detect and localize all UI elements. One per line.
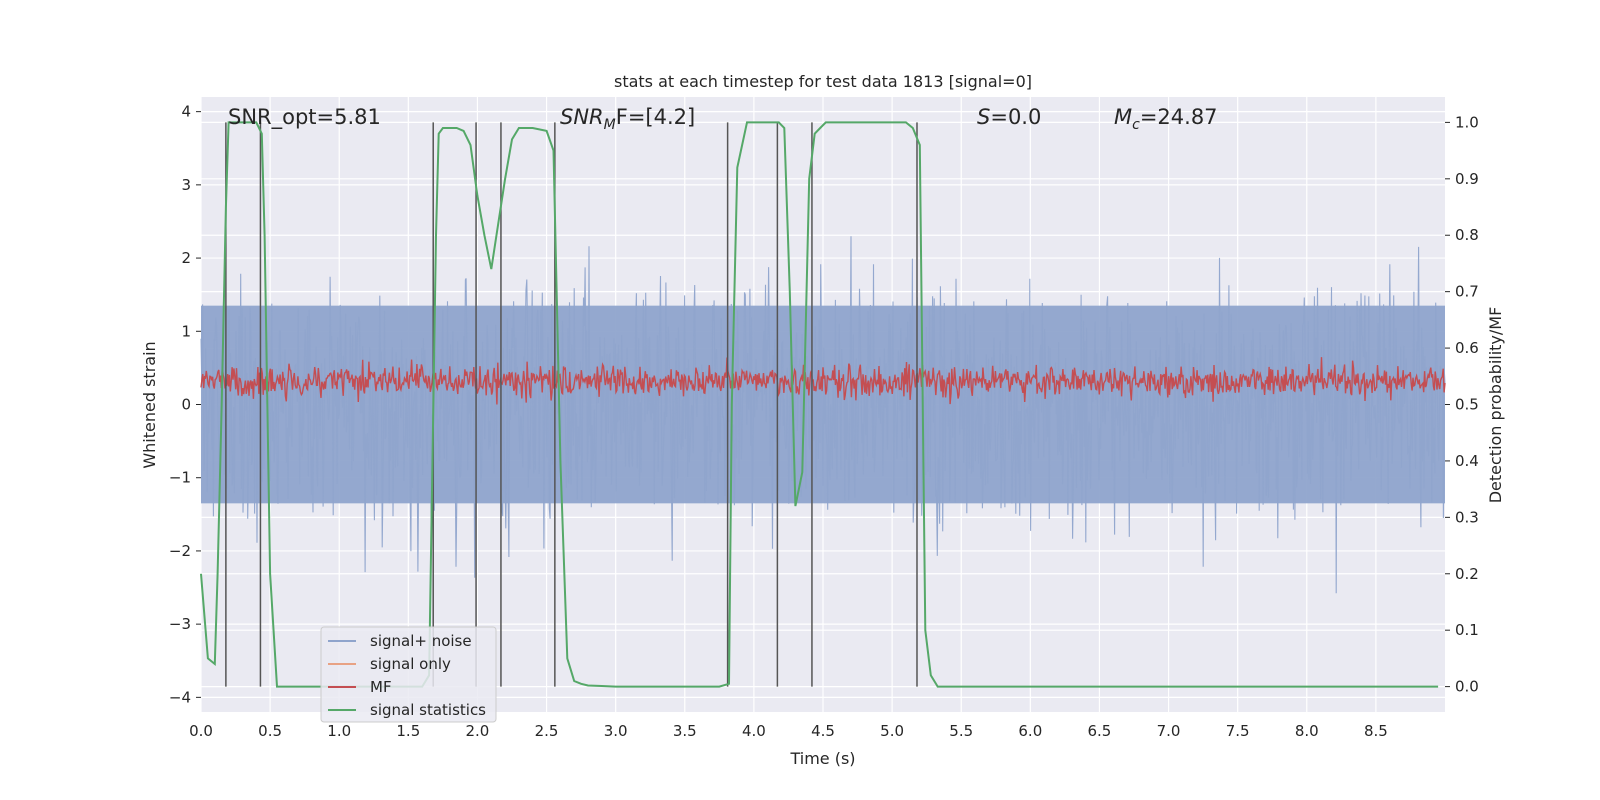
right-tick-label: 0.7 <box>1455 283 1479 301</box>
right-tick-label: 0.6 <box>1455 339 1479 357</box>
x-tick-label: 7.0 <box>1157 722 1181 740</box>
s-variable: S <box>977 105 990 129</box>
legend-label: signal statistics <box>370 701 486 719</box>
x-tick-label: 4.5 <box>811 722 835 740</box>
left-axis-label: Whitened strain <box>140 341 159 468</box>
left-tick-label: 1 <box>181 322 191 340</box>
x-tick-label: 0.5 <box>258 722 282 740</box>
x-tick-label: 7.5 <box>1226 722 1250 740</box>
signal-statistics-series <box>200 121 1439 688</box>
left-tick-label: −2 <box>169 542 191 560</box>
legend-label: signal+ noise <box>370 632 472 650</box>
mc-value: =24.87 <box>1140 105 1218 129</box>
x-tick-label: 0.0 <box>189 722 213 740</box>
x-tick-label: 2.0 <box>466 722 490 740</box>
mc-variable: M <box>1114 105 1132 129</box>
detection-markers <box>225 122 918 687</box>
legend-box <box>320 626 497 723</box>
signal-plus-noise-series <box>200 236 1446 594</box>
mc-subscript: c <box>1132 117 1140 133</box>
right-tick-label: 0.2 <box>1455 565 1479 583</box>
mf-series <box>200 357 1446 405</box>
x-tick-label: 6.5 <box>1088 722 1112 740</box>
x-tick-label: 8.0 <box>1295 722 1319 740</box>
right-tick-label: 0.5 <box>1455 396 1479 414</box>
left-tick-label: −4 <box>169 688 191 706</box>
x-tick-label: 5.5 <box>949 722 973 740</box>
mc-annotation: Mc=24.87 <box>1114 105 1218 133</box>
legend-label: MF <box>370 678 392 696</box>
right-tick-label: 0.9 <box>1455 170 1479 188</box>
legend-label: signal only <box>370 655 451 673</box>
s-annotation: S=0.0 <box>977 105 1041 129</box>
x-tick-label: 6.0 <box>1018 722 1042 740</box>
right-axis-label: Detection probability/MF <box>1486 307 1505 504</box>
left-tick-label: 0 <box>181 396 191 414</box>
x-tick-label: 8.5 <box>1364 722 1388 740</box>
signal-statistics-line <box>200 121 1439 688</box>
x-tick-label: 3.5 <box>673 722 697 740</box>
right-tick-label: 0.4 <box>1455 452 1479 470</box>
snr-mf-variable: SNR <box>560 105 604 129</box>
chart-title: stats at each timestep for test data 181… <box>614 72 1032 91</box>
left-tick-label: −1 <box>169 469 191 487</box>
x-tick-label: 2.5 <box>535 722 559 740</box>
right-tick-label: 0.0 <box>1455 678 1479 696</box>
x-tick-label: 1.0 <box>327 722 351 740</box>
snr-mf-annotation: SNRMF=[4.2] <box>560 105 695 133</box>
legend-items: signal+ noise signal only MF signal statist… <box>328 632 486 719</box>
left-axis-ticks: 4 3 2 1 0 −1 −2 −3 −4 <box>169 103 201 706</box>
right-tick-label: 0.1 <box>1455 621 1479 639</box>
right-axis-ticks: 1.0 0.9 0.8 0.7 0.6 0.5 0.4 0.3 0.2 0.1 0.0 <box>1445 113 1479 696</box>
left-tick-label: 4 <box>181 103 191 121</box>
left-tick-label: 3 <box>181 176 191 194</box>
x-tick-label: 5.0 <box>880 722 904 740</box>
mf-trace <box>200 357 1446 405</box>
x-tick-label: 1.5 <box>396 722 420 740</box>
left-tick-label: −3 <box>169 615 191 633</box>
x-axis-label: Time (s) <box>789 749 855 768</box>
x-tick-label: 3.0 <box>604 722 628 740</box>
snr-opt-annotation: SNR_opt=5.81 <box>228 105 381 130</box>
right-tick-label: 0.8 <box>1455 226 1479 244</box>
right-tick-label: 1.0 <box>1455 113 1479 131</box>
right-tick-label: 0.3 <box>1455 508 1479 526</box>
snr-mf-subscript: M <box>604 117 616 133</box>
noise-trace <box>200 236 1446 594</box>
snr-mf-value: F=[4.2] <box>616 105 695 129</box>
x-tick-label: 4.0 <box>742 722 766 740</box>
s-value: =0.0 <box>990 105 1041 129</box>
legend: signal+ noise signal only MF signal statist… <box>320 626 497 723</box>
left-tick-label: 2 <box>181 249 191 267</box>
x-axis-ticks: 0.0 0.5 1.0 1.5 2.0 2.5 3.0 3.5 4.0 4.5 5.0 5.5 6.0 6… <box>189 722 1388 740</box>
